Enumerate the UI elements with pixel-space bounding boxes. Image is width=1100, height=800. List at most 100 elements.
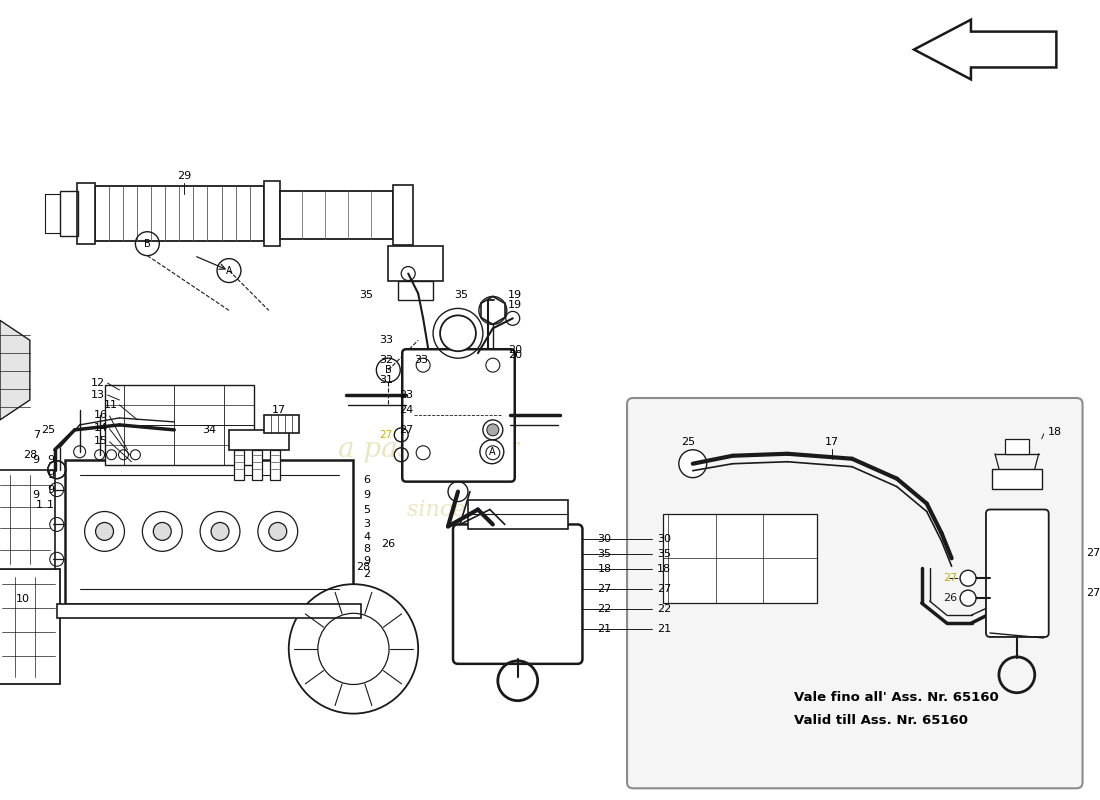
Text: 15: 15 — [94, 436, 108, 446]
Text: since 1998: since 1998 — [407, 498, 529, 521]
Bar — [65, 460, 353, 604]
Text: 18: 18 — [1047, 427, 1062, 437]
Text: 19: 19 — [508, 301, 521, 310]
Text: 27: 27 — [1087, 548, 1100, 558]
Text: A: A — [226, 266, 232, 275]
Text: 2: 2 — [363, 570, 371, 579]
Text: 21: 21 — [657, 624, 671, 634]
Text: 16: 16 — [94, 410, 108, 420]
Text: 3: 3 — [363, 519, 371, 530]
Text: 35: 35 — [454, 290, 467, 301]
Bar — [95, 186, 264, 241]
Text: B: B — [385, 365, 392, 375]
Bar — [663, 514, 817, 603]
Text: 9: 9 — [47, 454, 55, 465]
FancyBboxPatch shape — [453, 525, 582, 664]
Text: 35: 35 — [657, 550, 671, 559]
Circle shape — [200, 511, 240, 551]
Text: 18: 18 — [597, 564, 612, 574]
Text: 27: 27 — [943, 574, 957, 583]
Text: 9: 9 — [33, 490, 40, 499]
Text: 28: 28 — [23, 450, 37, 460]
Text: 23: 23 — [399, 390, 414, 400]
Bar — [388, 246, 443, 281]
Bar — [279, 191, 394, 238]
Text: 27: 27 — [657, 584, 671, 594]
Text: 25: 25 — [681, 437, 695, 447]
Text: 32: 32 — [379, 355, 394, 365]
Circle shape — [96, 522, 113, 540]
Text: 27: 27 — [1087, 588, 1100, 598]
Text: 1: 1 — [47, 499, 54, 510]
Text: 35: 35 — [360, 290, 373, 301]
Polygon shape — [0, 320, 30, 420]
Bar — [229, 430, 288, 450]
Text: A: A — [488, 446, 495, 457]
Text: 29: 29 — [177, 171, 191, 181]
Bar — [57, 604, 362, 618]
Text: a passion for: a passion for — [338, 436, 518, 463]
Text: 30: 30 — [657, 534, 671, 544]
Text: 7: 7 — [33, 430, 40, 440]
Text: 14: 14 — [94, 423, 108, 433]
Text: 20: 20 — [508, 350, 521, 360]
Text: 27: 27 — [399, 425, 414, 435]
Circle shape — [85, 511, 124, 551]
Bar — [468, 499, 568, 530]
Text: 12: 12 — [90, 378, 104, 388]
Text: 9: 9 — [363, 490, 371, 499]
Text: 9: 9 — [47, 485, 55, 494]
Bar — [234, 450, 244, 480]
FancyBboxPatch shape — [986, 510, 1048, 637]
Text: 18: 18 — [657, 564, 671, 574]
Text: 1: 1 — [36, 499, 43, 510]
Text: 22: 22 — [657, 604, 671, 614]
Text: 33: 33 — [379, 335, 394, 346]
Circle shape — [487, 424, 498, 436]
Text: 19: 19 — [508, 290, 521, 301]
Text: 8: 8 — [363, 544, 371, 554]
Bar — [104, 385, 254, 465]
Text: 13: 13 — [90, 390, 104, 400]
Text: 28: 28 — [356, 562, 371, 572]
Text: 20: 20 — [508, 346, 521, 355]
Bar — [77, 183, 95, 244]
Text: 22: 22 — [597, 604, 612, 614]
Text: 35: 35 — [597, 550, 612, 559]
Text: B: B — [144, 238, 151, 249]
Bar — [1005, 439, 1028, 454]
Circle shape — [142, 511, 183, 551]
FancyBboxPatch shape — [627, 398, 1082, 788]
Text: 5: 5 — [363, 505, 371, 514]
Bar — [252, 450, 262, 480]
Text: 9: 9 — [33, 454, 40, 465]
Text: 30: 30 — [597, 534, 612, 544]
FancyBboxPatch shape — [403, 350, 515, 482]
Text: 17: 17 — [272, 405, 286, 415]
Circle shape — [288, 584, 418, 714]
Circle shape — [257, 511, 298, 551]
Text: 11: 11 — [103, 400, 118, 410]
Text: 21: 21 — [597, 624, 612, 634]
Text: 9: 9 — [47, 470, 55, 480]
Text: 9: 9 — [363, 556, 371, 566]
Bar — [264, 415, 299, 433]
Circle shape — [153, 522, 172, 540]
Text: 31: 31 — [379, 375, 394, 385]
Bar — [59, 191, 78, 236]
Text: 4: 4 — [363, 532, 371, 542]
Bar — [394, 185, 414, 245]
Text: 24: 24 — [399, 405, 414, 415]
Bar — [0, 470, 55, 570]
Circle shape — [268, 522, 287, 540]
Text: 26: 26 — [382, 539, 395, 550]
Circle shape — [960, 570, 976, 586]
Text: 33: 33 — [414, 355, 428, 365]
Bar — [0, 570, 59, 684]
Circle shape — [679, 450, 706, 478]
Text: Vale fino all' Ass. Nr. 65160: Vale fino all' Ass. Nr. 65160 — [794, 691, 999, 704]
Text: 27: 27 — [379, 430, 393, 440]
Bar — [398, 281, 433, 301]
Circle shape — [960, 590, 976, 606]
Bar — [264, 181, 279, 246]
